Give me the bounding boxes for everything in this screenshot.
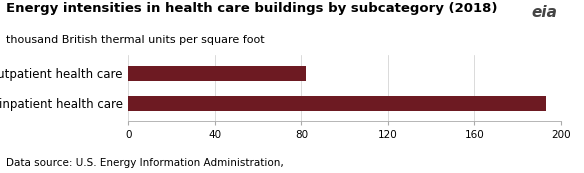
Bar bbox=[128, 66, 305, 81]
Text: thousand British thermal units per square foot: thousand British thermal units per squar… bbox=[6, 35, 265, 45]
Text: Data source: U.S. Energy Information Administration,: Data source: U.S. Energy Information Adm… bbox=[6, 158, 287, 168]
Text: eia: eia bbox=[532, 5, 558, 20]
Bar bbox=[128, 96, 546, 111]
Text: Energy intensities in health care buildings by subcategory (2018): Energy intensities in health care buildi… bbox=[6, 2, 498, 15]
